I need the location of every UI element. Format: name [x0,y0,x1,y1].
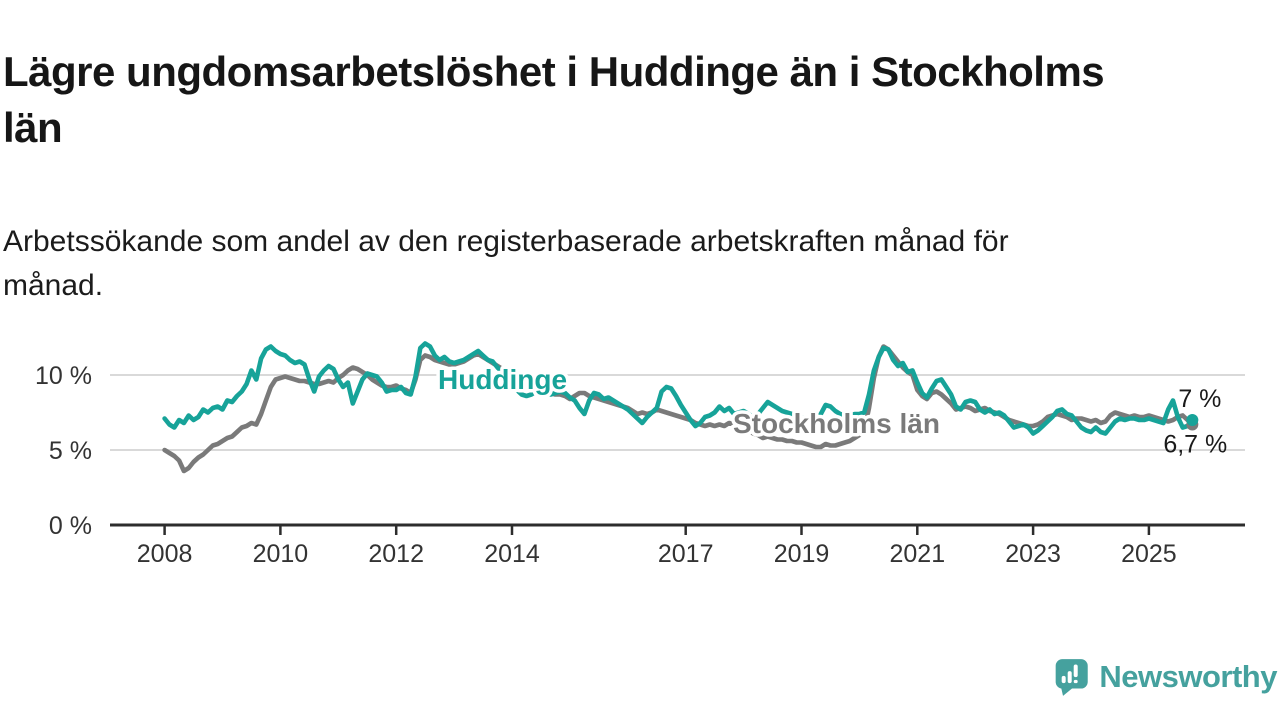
x-tick-label: 2010 [253,540,309,568]
huddinge-end-dot [1186,414,1199,426]
x-tick-label: 2008 [137,540,193,568]
newsworthy-logo-text: Newsworthy [1099,659,1277,694]
x-tick-label: 2025 [1121,540,1177,568]
unemployment-line-chart: 10 % 5 % 0 % 2008 2010 2012 2014 2017 2019 2021 20… [35,341,1245,568]
y-tick-label: 10 % [35,362,92,390]
newsworthy-logo-icon [1055,658,1088,696]
x-tick-label: 2012 [368,540,424,568]
newsworthy-logo: Newsworthy [1055,648,1277,706]
stockholms-lan-series-label: Stockholms län [733,408,940,439]
x-tick-label: 2017 [658,540,714,568]
x-tick-label: 2023 [1005,540,1061,568]
huddinge-series-label: Huddinge [438,364,567,395]
huddinge-end-value-label: 7 % [1178,385,1221,413]
page-subtitle: Arbetssökande som andel av den registerb… [3,225,1009,302]
y-tick-label: 5 % [49,437,92,465]
stockholms-lan-line [162,344,1195,474]
y-tick-label: 0 % [49,512,92,540]
x-tick-label: 2014 [484,540,540,568]
x-tick-label: 2019 [774,540,830,568]
huddinge-line [162,341,1195,436]
stockholms-lan-end-value-label: 6,7 % [1163,431,1227,459]
x-tick-label: 2021 [889,540,945,568]
page-title: Lägre ungdomsarbetslöshet i Huddinge än … [3,48,1105,151]
